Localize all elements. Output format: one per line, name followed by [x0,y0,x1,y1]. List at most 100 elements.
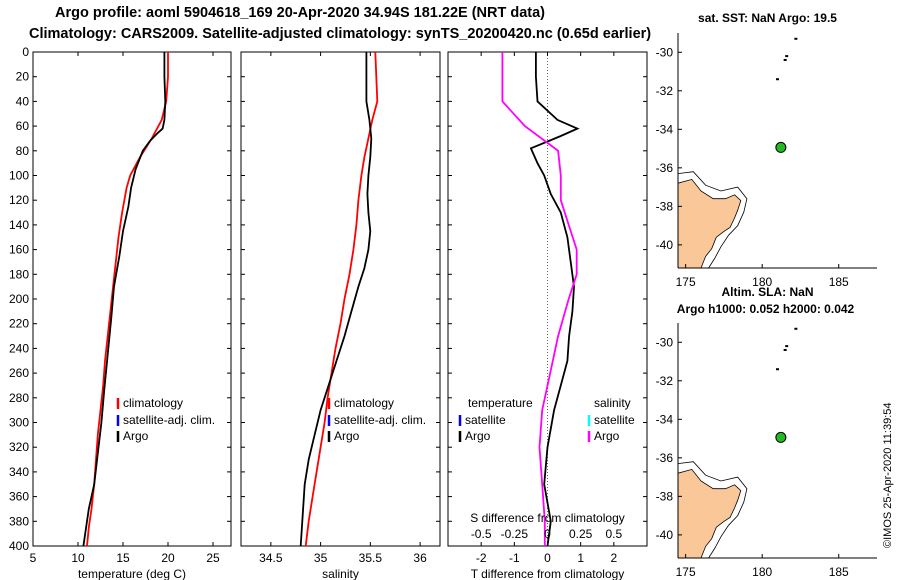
map-sst-island [776,78,779,81]
figure-title-line1: Argo profile: aoml 5904618_169 20-Apr-20… [55,5,546,21]
depth-tick-label: 380 [9,514,29,528]
map-sla-xtick-label: 175 [676,565,696,579]
depth-tick-label: 320 [9,440,29,454]
temperature-xtick-label: 5 [30,551,37,565]
temperature-xtick-label: 10 [71,551,85,565]
difference-xlabel: T difference from climatology [471,567,625,580]
temperature-xtick-label: 15 [116,551,130,565]
map-sst-ytick-label: -38 [656,199,674,213]
diff-top-tick-label: 0.25 [569,527,593,541]
diff-legend-temp-argo-label: Argo [465,429,491,443]
depth-tick-label: 220 [9,317,29,331]
difference-xtick-label: 1 [577,551,584,565]
map-sla-xtick-label: 180 [752,565,772,579]
depth-tick-label: 400 [9,539,29,553]
map-sst-island [794,37,798,40]
map-sla-ytick-label: -34 [656,412,674,426]
salinity-xlabel: salinity [322,567,359,580]
depth-tick-label: 340 [9,465,29,479]
map-sla-argo-marker [775,431,787,443]
map-sst-panel [677,33,877,269]
map-sla-title: Altim. SLA: NaN [721,285,813,299]
diff-top-label: S difference from climatology [470,511,625,525]
temperature-legend-argo-label: Argo [123,429,149,443]
map-sla-ytick-label: -30 [656,335,674,349]
map-sst-ytick-label: -30 [656,45,674,59]
diff-legend-sal-satellite-label: satellite [594,413,635,427]
salinity-legend-argo-label: Argo [334,429,360,443]
map-sla-xtick-label: 185 [829,565,849,579]
difference-xtick-label: -1 [509,551,520,565]
map-sst-xtick-label: 180 [752,275,772,289]
map-sla-island [783,348,787,351]
map-sst-island [783,58,787,61]
depth-tick-label: 360 [9,490,29,504]
depth-tick-label: 140 [9,218,29,232]
depth-tick-label: 40 [16,94,30,108]
diff-top-tick-label: -0.5 [471,527,492,541]
map-sla-island [794,327,798,330]
diff-top-tick-label: 0 [544,527,551,541]
salinity-xtick-label: 35.5 [359,551,383,565]
map-sst-xtick-label: 185 [829,275,849,289]
figure-title-line2: Climatology: CARS2009. Satellite-adjuste… [29,26,652,42]
diff-legend-salinity-heading: salinity [594,396,631,410]
map-sst-ytick-label: -40 [656,238,674,252]
depth-tick-label: 300 [9,416,29,430]
map-sla-panel [677,323,877,559]
temperature-legend-climatology-label: climatology [123,396,183,410]
map-sst-ytick-label: -36 [656,161,674,175]
difference-xtick-label: 2 [610,551,617,565]
depth-tick-label: 0 [22,45,29,59]
temperature-xtick-label: 25 [206,551,220,565]
temperature-series-argo [82,52,167,547]
salinity-legend-climatology-label: climatology [334,396,394,410]
diff-legend-temperature-heading: temperature [468,396,533,410]
depth-tick-label: 200 [9,292,29,306]
map-sst-shelf-contour [678,171,748,268]
diff-top-tick-label: -0.25 [501,527,529,541]
depth-tick-label: 60 [16,119,30,133]
map-sla-shelf-contour [678,461,748,558]
map-sst-ytick-label: -34 [656,122,674,136]
temperature-xlabel: temperature (deg C) [78,567,186,580]
difference-panel [447,51,648,547]
depth-tick-label: 260 [9,366,29,380]
salinity-panel [240,51,441,547]
diff-legend-temp-satellite-label: satellite [465,413,506,427]
difference-xtick-label: -2 [476,551,487,565]
map-sla-ytick-label: -32 [656,374,674,388]
map-sst-title: sat. SST: NaN Argo: 19.5 [698,11,837,25]
salinity-frame [240,51,441,547]
map-sst-xtick-label: 175 [676,275,696,289]
map-sla-ytick-label: -36 [656,451,674,465]
map-sla-island [776,368,779,371]
salinity-legend-satellite-label: satellite-adj. clim. [334,413,426,427]
map-sla-land [678,468,742,558]
temperature-frame [32,51,232,547]
temperature-legend-satellite-label: satellite-adj. clim. [123,413,215,427]
map-sst-island [785,55,789,58]
depth-tick-label: 80 [16,144,30,158]
map-sla-ytick-label: -38 [656,489,674,503]
depth-tick-label: 180 [9,267,29,281]
map-sst-land [678,178,742,268]
diff-top-tick-label: 0.5 [605,527,622,541]
diff-legend-sal-argo-label: Argo [594,429,620,443]
map-sla-subtitle: Argo h1000: 0.052 h2000: 0.042 [677,302,855,316]
map-sst-ytick-label: -32 [656,84,674,98]
difference-series-t-difference--argo- [529,52,580,547]
depth-tick-label: 280 [9,391,29,405]
map-sla-ytick-label: -40 [656,528,674,542]
depth-tick-label: 240 [9,341,29,355]
salinity-series-argo [299,52,373,547]
difference-xtick-label: 0 [544,551,551,565]
depth-tick-label: 160 [9,243,29,257]
temperature-panel [32,51,232,547]
salinity-xtick-label: 36 [413,551,427,565]
depth-tick-label: 120 [9,193,29,207]
depth-tick-label: 20 [16,70,30,84]
salinity-xtick-label: 34.5 [259,551,283,565]
map-sst-argo-marker [775,141,787,153]
